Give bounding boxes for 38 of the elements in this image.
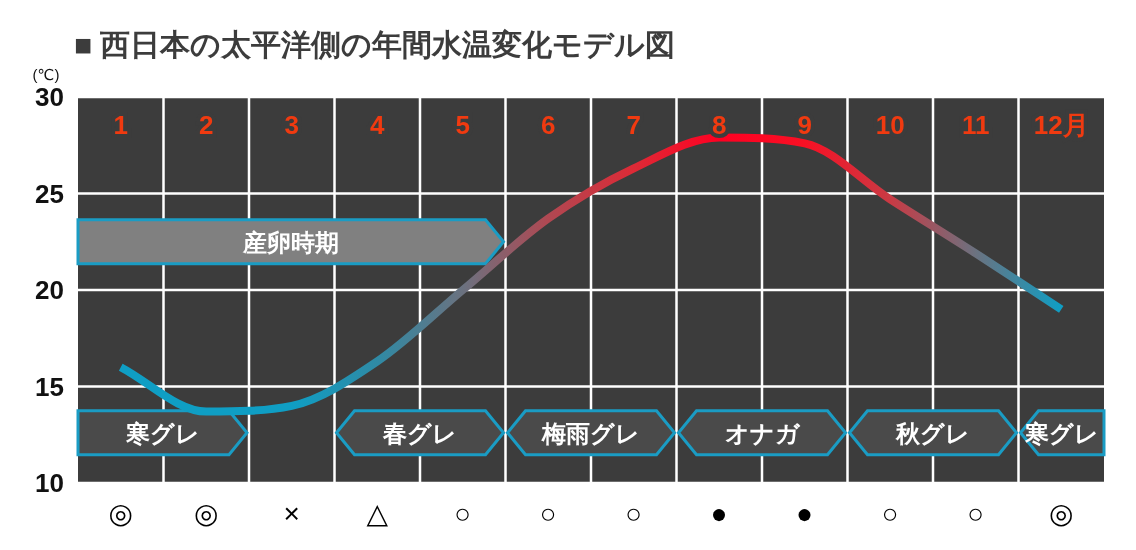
y-tick-label: 25	[35, 178, 64, 209]
x-tick-label: 1	[113, 110, 128, 140]
x-tick-label: 11	[962, 110, 990, 140]
band-label: 産卵時期	[241, 228, 339, 256]
band-label: 秋グレ	[895, 419, 970, 447]
band-label: オナガ	[724, 419, 801, 447]
y-tick-label: 15	[35, 371, 64, 402]
band-label: 春グレ	[382, 419, 457, 447]
text: ●	[796, 498, 814, 529]
x-tick-label: 3	[284, 110, 299, 140]
band-label: 梅雨グレ	[541, 419, 640, 447]
x-tick-label: 4	[370, 110, 386, 140]
text: ○	[881, 498, 899, 529]
chart-title: ■ 西日本の太平洋側の年間水温変化モデル図	[74, 28, 676, 61]
x-tick-label: 6	[541, 110, 556, 140]
y-tick-label: 30	[35, 82, 64, 112]
x-tick-label: 9	[797, 110, 812, 140]
x-tick-label: 10	[875, 110, 905, 140]
text: ○	[625, 498, 643, 529]
text: △	[366, 498, 389, 529]
x-tick-label: 2	[199, 110, 214, 140]
y-tick-label: 20	[35, 275, 64, 305]
x-tick-label: 7	[626, 110, 641, 140]
text: ◎	[1049, 498, 1074, 529]
y-axis-title: (℃)	[32, 66, 60, 83]
text: ○	[967, 498, 985, 529]
text: ×	[283, 498, 300, 529]
text: ○	[454, 498, 472, 529]
text: ○	[539, 498, 557, 529]
text: ◎	[194, 498, 219, 529]
band-label: 寒グレ	[124, 419, 200, 447]
text: ●	[710, 498, 728, 529]
x-tick-label: 12月	[1033, 110, 1089, 140]
y-tick-label: 10	[35, 468, 64, 498]
x-tick-label: 8	[712, 110, 727, 140]
x-tick-label: 5	[455, 110, 470, 140]
text: ◎	[108, 498, 133, 529]
band-label: 寒グレ	[1024, 419, 1100, 447]
